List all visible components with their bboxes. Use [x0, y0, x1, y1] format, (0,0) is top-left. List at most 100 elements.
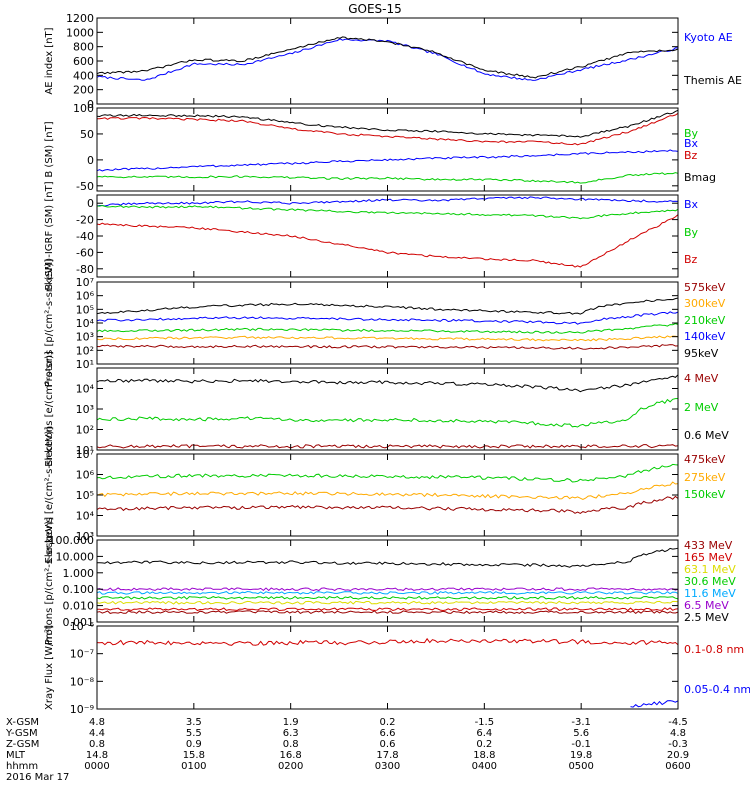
ephemeris-value: 0.2: [476, 739, 492, 750]
y-tick-label: 10⁶: [76, 469, 95, 482]
y-tick-label: -40: [76, 230, 94, 243]
ephemeris-value: -0.3: [668, 739, 688, 750]
series-line-165-mev: [96, 607, 679, 612]
legend-entry: 210keV: [684, 314, 726, 327]
legend-entry: 0.05-0.4 nm: [684, 683, 750, 696]
y-axis-label: Electrons [e/(cm²-s-sr-keV)]: [44, 426, 55, 563]
ephemeris-value: 6.3: [283, 728, 299, 739]
legend-entry: Bx: [684, 137, 699, 150]
y-tick-label: 10⁴: [76, 383, 95, 396]
y-tick-label: -80: [76, 263, 94, 276]
legend-entry: Kyoto AE: [684, 31, 733, 44]
y-axis-label: Protons [p/(cm²-s-sr-keV)]: [44, 259, 55, 387]
legend-entry: 0.1-0.8 nm: [684, 643, 744, 656]
ephemeris-value: 6.6: [380, 728, 396, 739]
y-tick-label: 10⁻⁹: [70, 703, 94, 716]
series-line-11-6-mev: [96, 590, 679, 595]
series-line-150kev: [96, 463, 679, 483]
legend-entry: 433 MeV: [684, 539, 733, 552]
figure-title: GOES-15: [348, 2, 402, 16]
series-line-bmag: [96, 109, 679, 138]
legend-entry: Themis AE: [683, 74, 742, 87]
ephemeris-value: 20.9: [667, 750, 689, 761]
series-line-bz: [96, 214, 679, 268]
legend-entry: By: [684, 127, 699, 140]
y-tick-label: 10³: [76, 530, 94, 543]
ephemeris-value: 0400: [472, 761, 497, 772]
y-tick-label: 10¹: [76, 358, 94, 371]
ephemeris-value: -1.5: [475, 717, 495, 728]
ephemeris-row-label: Y-GSM: [5, 728, 38, 739]
series-line-0-1-0-8-nm: [96, 637, 679, 646]
series-line-475kev: [96, 495, 679, 514]
y-tick-label: 1000: [66, 26, 94, 39]
panel-frame: [96, 625, 679, 710]
ephemeris-value: 0.6: [380, 739, 396, 750]
y-tick-label: 10⁻⁸: [70, 675, 95, 688]
ephemeris-value: 0.2: [380, 717, 396, 728]
ephemeris-value: 4.8: [670, 728, 686, 739]
ephemeris-value: 17.8: [376, 750, 398, 761]
legend-entry: 63.1 MeV: [684, 563, 736, 576]
panel-frame: [96, 17, 679, 105]
ephemeris-value: 0600: [665, 761, 690, 772]
legend-entry: 300keV: [684, 297, 726, 310]
legend-entry: 0.6 MeV: [684, 429, 729, 442]
y-tick-label: 100: [73, 102, 94, 115]
y-tick-label: 10⁶: [76, 290, 95, 303]
y-tick-label: 10⁻⁶: [70, 620, 95, 633]
y-axis-label: Electrons [e/(cm²-s-sr)]: [44, 351, 55, 467]
y-tick-label: 10⁷: [76, 448, 94, 461]
legend-entry: 2.5 MeV: [684, 611, 729, 624]
ephemeris-row-label: Z-GSM: [6, 739, 39, 750]
ephemeris-value: -0.1: [571, 739, 591, 750]
ephemeris-value: 19.8: [570, 750, 592, 761]
series-line-bx: [96, 149, 679, 172]
legend-entry: 150keV: [684, 488, 726, 501]
y-tick-label: 1200: [66, 12, 94, 25]
series-line-themis-ae: [96, 36, 679, 79]
legend-entry: 30.6 MeV: [684, 575, 736, 588]
panel-8: 10⁻⁹ 10⁻⁸ 10⁻⁷ 10⁻⁶ Xray Flux [W/m²] 0.1-0.8 …: [44, 620, 750, 716]
legend-entry: By: [684, 226, 699, 239]
y-tick-label: 10³: [76, 331, 94, 344]
y-tick-label: -20: [76, 214, 94, 227]
series-line-275kev: [96, 481, 679, 500]
y-tick-label: -60: [76, 246, 94, 259]
legend-entry: 275keV: [684, 471, 726, 484]
y-axis-label: B (SM) [nT]: [44, 121, 55, 177]
panel-6: 10³ 10⁴ 10⁵ 10⁶ 10⁷ Electrons [e/(cm²-s-sr-ke…: [44, 426, 726, 563]
series-line-by: [96, 172, 679, 184]
y-tick-label: 0: [87, 154, 94, 167]
legend-entry: Bx: [684, 198, 699, 211]
series-line-2-5-mev: [96, 547, 679, 568]
series-line-575kev: [96, 344, 679, 350]
y-tick-label: 0: [87, 98, 94, 111]
y-tick-label: 400: [73, 69, 94, 82]
y-tick-label: 10²: [76, 424, 94, 437]
series-line-0-6-mev: [96, 374, 679, 393]
series-line-by: [96, 204, 679, 220]
ephemeris-value: 6.4: [476, 728, 492, 739]
ephemeris-value: 0.8: [89, 739, 105, 750]
ephemeris-value: 4.4: [89, 728, 105, 739]
legend-entry: 140keV: [684, 330, 726, 343]
plot-date: 2016 Mar 17: [6, 772, 69, 783]
y-tick-label: 10¹: [76, 444, 94, 457]
y-tick-label: 10⁴: [76, 317, 95, 330]
ephemeris-value: 5.5: [186, 728, 202, 739]
y-tick-label: 0.010: [63, 600, 95, 613]
series-line-433-mev: [96, 610, 679, 615]
y-tick-label: 800: [73, 41, 94, 54]
y-tick-label: 0: [87, 197, 94, 210]
ephemeris-row-label: hhmm: [6, 761, 38, 772]
series-line-kyoto-ae: [96, 38, 679, 81]
y-axis-label: B (SM)-IGRF (SM) [nT]: [44, 181, 55, 290]
y-tick-label: 1.000: [63, 567, 95, 580]
y-axis-label: Protons [p/(cm²-s-sr-keV)]: [44, 517, 55, 645]
series-line-95kev: [96, 297, 679, 315]
